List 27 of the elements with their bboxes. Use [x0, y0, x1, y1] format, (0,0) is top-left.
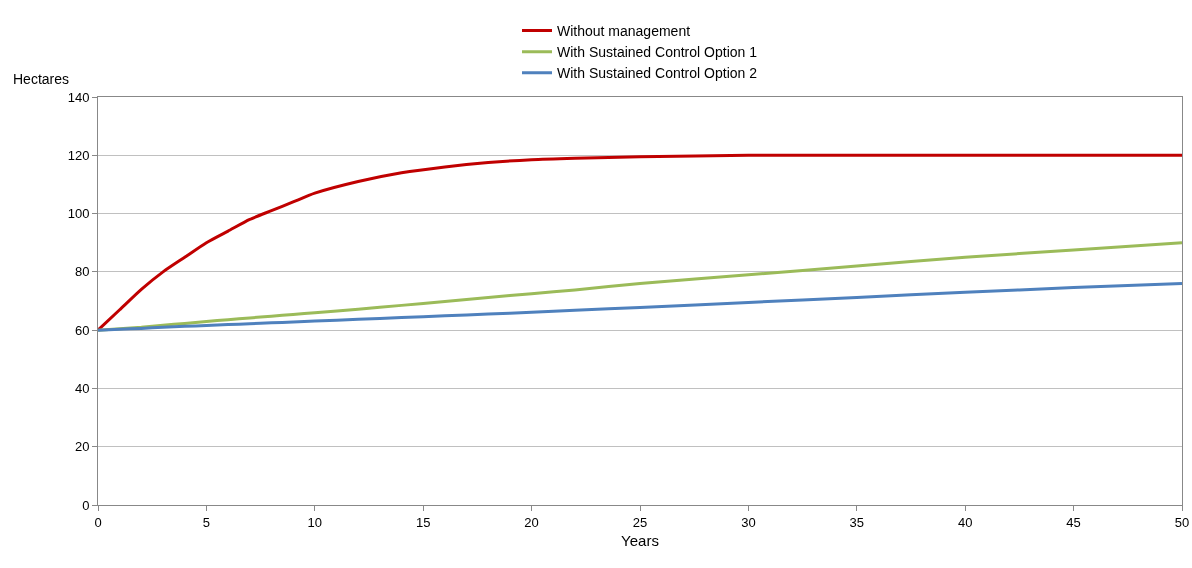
y-axis-title: Hectares [13, 71, 70, 87]
x-tick-label: 0 [94, 514, 102, 530]
x-axis-title: Years [621, 531, 659, 549]
x-tick-label: 40 [957, 514, 973, 530]
x-tick-label: 35 [849, 514, 865, 530]
legend-label: With Sustained Control Option 2 [557, 65, 758, 82]
x-tick-label: 25 [632, 514, 648, 530]
line-series [98, 282, 1182, 332]
x-tick-label: 50 [1174, 514, 1190, 530]
y-tick-label: 60 [74, 322, 90, 338]
x-tick-label: 15 [415, 514, 431, 530]
line-series [98, 241, 1182, 332]
y-tick-label: 20 [74, 439, 90, 455]
y-tick-label: 80 [74, 264, 90, 280]
y-tick-label: 100 [67, 206, 90, 222]
y-tick-label: 140 [67, 89, 90, 105]
legend-label: Without management [557, 22, 691, 39]
y-tick-label: 40 [74, 380, 90, 396]
x-tick-label: 45 [1066, 514, 1081, 530]
y-tick-label: 120 [67, 147, 90, 163]
line-series [98, 153, 1182, 332]
x-tick-label: 5 [202, 514, 211, 530]
x-tick-label: 30 [741, 514, 756, 530]
x-tick-label: 20 [524, 514, 539, 530]
x-tick-label: 10 [307, 514, 323, 530]
y-tick-label: 0 [82, 497, 90, 513]
legend-label: With Sustained Control Option 1 [557, 44, 758, 61]
